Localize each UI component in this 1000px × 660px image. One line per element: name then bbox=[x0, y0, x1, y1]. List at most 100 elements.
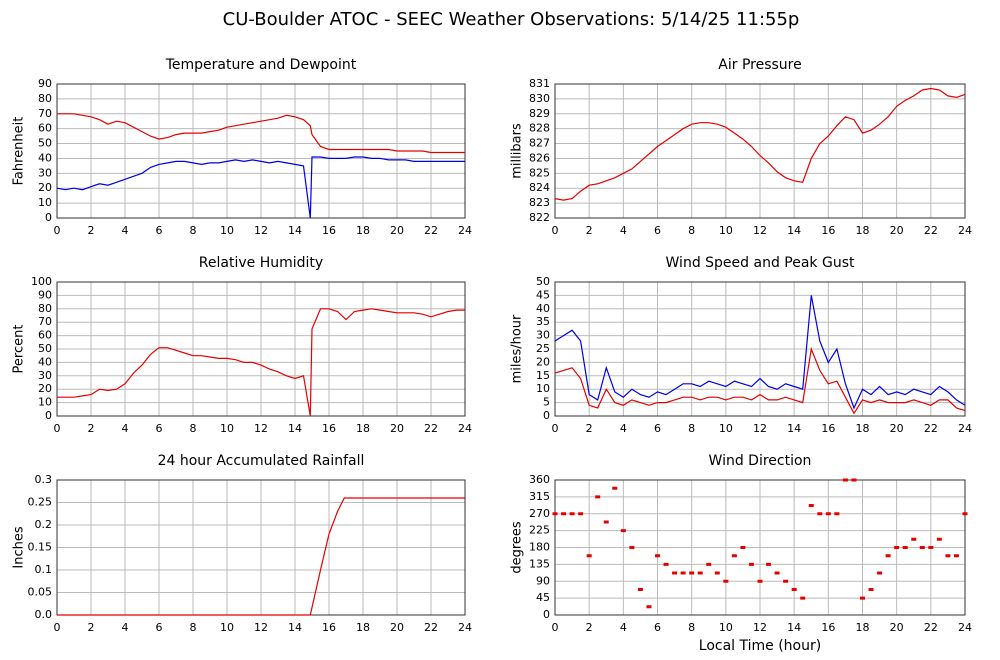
x-tick-label: 18 bbox=[856, 224, 870, 237]
x-tick-label: 18 bbox=[356, 422, 370, 435]
x-tick-label: 16 bbox=[821, 224, 835, 237]
y-tick-label: 80 bbox=[38, 302, 52, 315]
panel-title: Temperature and Dewpoint bbox=[165, 57, 357, 73]
y-tick-label: 0 bbox=[543, 608, 550, 621]
y-tick-label: 10 bbox=[38, 396, 52, 409]
data-point bbox=[800, 596, 806, 600]
x-tick-label: 16 bbox=[322, 621, 336, 634]
x-tick-label: 14 bbox=[787, 621, 801, 634]
y-tick-label: 0.1 bbox=[35, 563, 53, 576]
data-point bbox=[646, 605, 652, 609]
x-tick-label: 8 bbox=[688, 224, 695, 237]
data-point bbox=[774, 571, 780, 575]
x-tick-label: 12 bbox=[254, 422, 268, 435]
data-point bbox=[748, 562, 754, 566]
x-tick-label: 18 bbox=[356, 621, 370, 634]
x-tick-label: 20 bbox=[390, 224, 404, 237]
data-point bbox=[655, 554, 660, 558]
data-point bbox=[706, 562, 712, 566]
x-tick-label: 0 bbox=[552, 621, 559, 634]
y-tick-label: 35 bbox=[536, 315, 550, 328]
data-point bbox=[663, 562, 669, 566]
y-tick-label: 20 bbox=[38, 382, 52, 395]
x-tick-label: 10 bbox=[220, 224, 234, 237]
y-tick-label: 60 bbox=[38, 329, 52, 342]
x-tick-label: 24 bbox=[958, 224, 972, 237]
data-point bbox=[851, 478, 857, 482]
data-point bbox=[740, 546, 746, 549]
data-point bbox=[945, 554, 951, 558]
y-tick-label: 824 bbox=[529, 181, 550, 194]
x-tick-label: 0 bbox=[552, 422, 559, 435]
x-tick-label: 8 bbox=[190, 621, 197, 634]
y-tick-label: 20 bbox=[536, 355, 550, 368]
x-tick-label: 24 bbox=[958, 621, 972, 634]
data-line bbox=[56, 156, 465, 219]
plot-border bbox=[554, 479, 966, 616]
y-tick-label: 45 bbox=[536, 591, 550, 604]
data-point bbox=[731, 554, 737, 558]
x-tick-label: 0 bbox=[54, 621, 61, 634]
data-point bbox=[672, 571, 678, 575]
page-title: CU-Boulder ATOC - SEEC Weather Observati… bbox=[223, 9, 800, 30]
data-point bbox=[680, 571, 686, 575]
y-tick-label: 0.2 bbox=[35, 518, 53, 531]
x-tick-label: 16 bbox=[821, 422, 835, 435]
data-point bbox=[885, 554, 891, 558]
data-point bbox=[894, 546, 900, 549]
x-tick-label: 24 bbox=[458, 621, 472, 634]
plot-border bbox=[56, 83, 466, 219]
data-line bbox=[554, 295, 966, 410]
y-tick-label: 40 bbox=[536, 302, 550, 315]
x-tick-label: 14 bbox=[288, 621, 302, 634]
x-tick-label: 12 bbox=[753, 224, 767, 237]
x-tick-label: 22 bbox=[924, 621, 938, 634]
y-tick-label: 0.3 bbox=[35, 473, 53, 486]
y-tick-label: 180 bbox=[529, 541, 550, 554]
y-axis-label: Fahrenheit bbox=[12, 117, 27, 186]
x-tick-label: 20 bbox=[390, 422, 404, 435]
y-tick-label: 70 bbox=[38, 107, 52, 120]
x-tick-label: 12 bbox=[254, 621, 268, 634]
data-point bbox=[953, 554, 959, 558]
y-tick-label: 70 bbox=[38, 315, 52, 328]
y-tick-label: 826 bbox=[529, 151, 550, 164]
y-tick-label: 90 bbox=[38, 77, 52, 90]
y-axis-label: degrees bbox=[510, 521, 525, 574]
y-tick-label: 135 bbox=[529, 557, 550, 570]
data-line bbox=[554, 87, 966, 201]
data-point bbox=[637, 588, 643, 591]
x-tick-label: 14 bbox=[288, 224, 302, 237]
x-tick-label: 2 bbox=[88, 224, 95, 237]
y-tick-label: 90 bbox=[536, 574, 550, 587]
data-line bbox=[554, 346, 966, 415]
x-tick-label: 20 bbox=[390, 621, 404, 634]
data-point bbox=[877, 571, 883, 575]
data-point bbox=[689, 571, 695, 575]
y-tick-label: 50 bbox=[536, 275, 550, 288]
y-tick-label: 50 bbox=[38, 137, 52, 150]
data-point bbox=[766, 562, 772, 566]
x-tick-label: 8 bbox=[688, 621, 695, 634]
x-tick-label: 8 bbox=[190, 224, 197, 237]
y-tick-label: 5 bbox=[543, 396, 550, 409]
y-tick-label: 0.0 bbox=[35, 608, 53, 621]
y-tick-label: 30 bbox=[38, 166, 52, 179]
panel: 0.00.050.10.150.20.250.30 2 4 6 8 10 12 14 16 18 2… bbox=[12, 453, 473, 634]
y-tick-label: 825 bbox=[529, 166, 550, 179]
data-point bbox=[783, 579, 789, 583]
y-tick-label: 829 bbox=[529, 107, 550, 120]
y-tick-label: 15 bbox=[536, 369, 550, 382]
y-tick-label: 225 bbox=[529, 524, 550, 537]
x-tick-label: 2 bbox=[88, 422, 95, 435]
data-point bbox=[595, 495, 601, 499]
data-point bbox=[825, 512, 831, 516]
data-point bbox=[578, 512, 584, 516]
x-tick-label: 16 bbox=[322, 422, 336, 435]
x-tick-label: 2 bbox=[88, 621, 95, 634]
y-tick-label: 270 bbox=[529, 507, 550, 520]
